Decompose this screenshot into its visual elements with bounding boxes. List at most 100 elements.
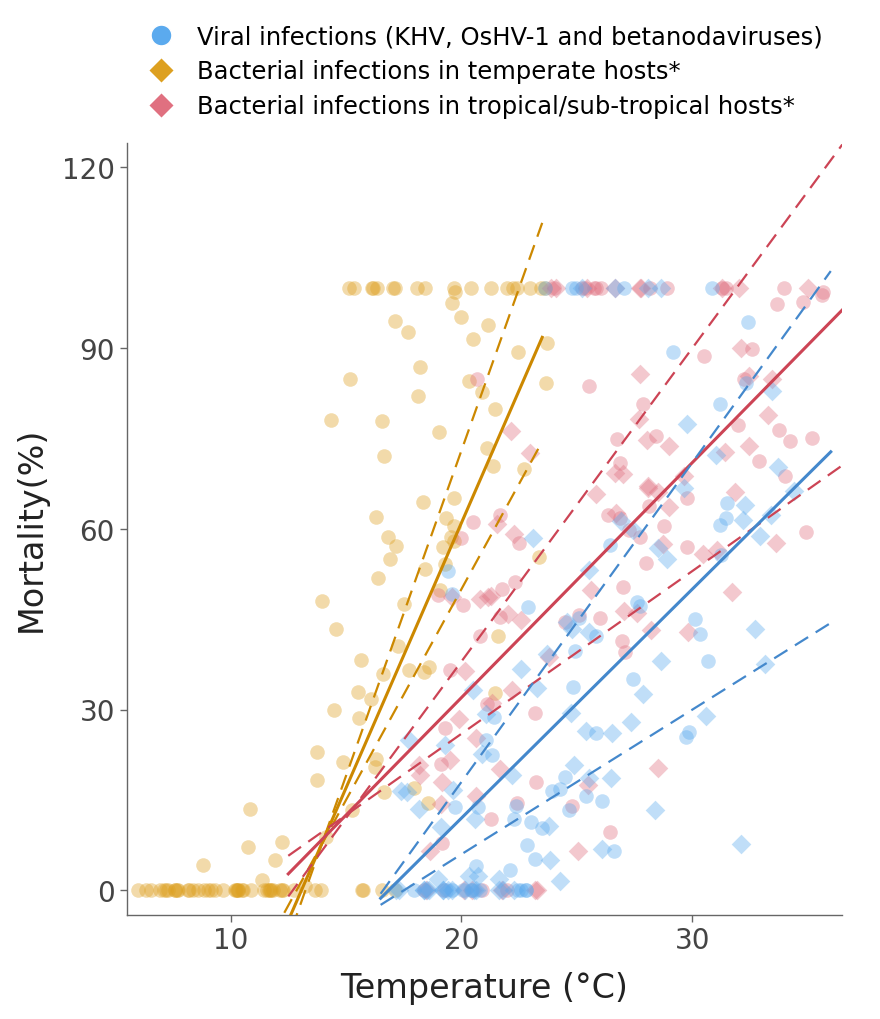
Point: [479, 440, 493, 457]
Point: [437, 737, 451, 753]
Point: [595, 842, 609, 858]
Point: [608, 466, 622, 482]
Point: [615, 579, 629, 595]
Point: [527, 851, 541, 867]
Point: [539, 646, 554, 662]
Point: [511, 343, 525, 360]
Point: [377, 785, 391, 801]
Point: [365, 280, 379, 297]
Point: [768, 535, 782, 551]
Point: [511, 882, 525, 899]
Point: [443, 752, 457, 768]
Point: [665, 344, 679, 361]
Point: [571, 609, 585, 626]
Point: [651, 484, 665, 500]
Point: [511, 535, 525, 551]
Point: [583, 583, 598, 599]
Point: [230, 882, 244, 899]
Point: [643, 623, 657, 639]
Point: [368, 759, 382, 775]
Point: [456, 882, 470, 899]
Point: [158, 882, 172, 899]
Point: [615, 466, 629, 482]
Point: [578, 722, 592, 739]
Point: [510, 280, 524, 297]
Point: [492, 608, 506, 625]
Point: [520, 837, 534, 853]
Point: [606, 844, 620, 860]
Point: [538, 280, 552, 297]
Point: [687, 611, 701, 628]
Point: [517, 461, 531, 477]
Point: [466, 882, 480, 899]
Point: [190, 882, 204, 899]
Point: [310, 744, 324, 760]
Point: [275, 834, 289, 850]
Point: [593, 610, 607, 627]
Point: [495, 882, 510, 899]
Point: [564, 280, 578, 297]
Point: [509, 799, 523, 815]
Point: [244, 882, 258, 899]
Point: [733, 340, 747, 357]
Point: [738, 375, 752, 391]
Point: [376, 666, 390, 683]
Point: [543, 280, 557, 297]
Point: [436, 882, 450, 899]
Point: [407, 781, 421, 797]
Point: [484, 280, 498, 297]
Point: [719, 511, 733, 527]
Point: [632, 412, 646, 428]
Point: [436, 882, 451, 899]
Point: [352, 709, 366, 726]
Point: [679, 416, 693, 432]
Point: [681, 625, 695, 641]
Point: [677, 480, 691, 496]
Point: [719, 495, 733, 512]
Point: [416, 882, 430, 899]
Point: [566, 757, 580, 773]
Point: [400, 324, 414, 340]
Point: [782, 433, 796, 449]
Point: [434, 796, 448, 812]
Point: [356, 882, 370, 899]
Point: [695, 546, 709, 562]
Point: [560, 614, 574, 631]
Point: [444, 882, 458, 899]
Point: [411, 801, 425, 817]
Point: [381, 530, 395, 546]
Point: [712, 395, 726, 412]
Point: [468, 788, 482, 804]
Point: [642, 280, 656, 297]
Point: [465, 882, 479, 899]
Point: [800, 280, 814, 297]
Point: [565, 622, 579, 638]
Point: [355, 882, 369, 899]
Point: [389, 538, 403, 554]
Point: [216, 882, 230, 899]
Point: [608, 505, 622, 522]
Point: [439, 511, 453, 527]
Point: [530, 681, 544, 697]
Point: [523, 445, 537, 462]
Point: [483, 588, 497, 604]
Point: [260, 882, 274, 899]
Y-axis label: Mortality(%): Mortality(%): [15, 427, 48, 632]
Point: [329, 621, 343, 637]
Point: [795, 293, 809, 310]
Point: [741, 438, 755, 454]
Point: [737, 497, 752, 514]
Point: [623, 714, 637, 731]
Point: [466, 331, 480, 347]
Point: [186, 882, 200, 899]
Point: [492, 506, 506, 523]
Point: [579, 789, 593, 805]
Point: [479, 706, 493, 722]
Point: [770, 460, 784, 476]
Point: [633, 529, 647, 545]
Point: [366, 280, 380, 297]
Point: [529, 774, 543, 791]
Point: [641, 280, 655, 297]
Point: [377, 448, 391, 465]
Point: [484, 695, 498, 711]
